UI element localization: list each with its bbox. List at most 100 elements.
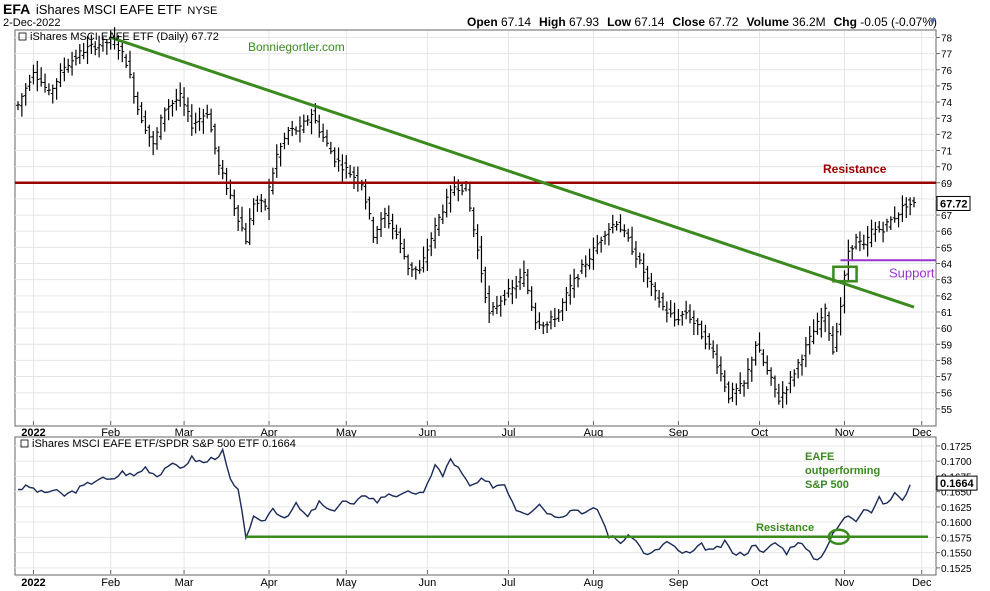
price-bar: [444, 188, 449, 218]
x-tick-label: Oct: [751, 427, 768, 439]
price-bar: [73, 49, 78, 66]
price-bar: [185, 97, 190, 123]
price-bar: [587, 248, 592, 270]
watermark: Bonniegortler.com: [248, 40, 345, 54]
price-bar: [66, 58, 71, 73]
price-bar: [340, 154, 345, 182]
last-value-box: [936, 475, 978, 491]
ratio-y-axis: 0.1525 0.1550 0.1575 0.1600 0.1625 0.16500.16…: [936, 442, 972, 575]
price-bar: [151, 131, 156, 156]
price-bar: [564, 286, 569, 311]
price-bar: [379, 212, 384, 237]
price-bar: [452, 176, 457, 196]
price-annotations: Resistance Support 67.72: [15, 36, 971, 309]
price-legend-icon: [18, 32, 27, 41]
price-bar: [502, 289, 507, 306]
outperform-label: outperforming: [805, 465, 880, 477]
x-tick-label: Aug: [584, 427, 604, 439]
price-bar: [178, 82, 183, 107]
price-bar: [390, 213, 395, 240]
price-bar: [521, 260, 526, 287]
ohlc-value: 67.14: [501, 15, 532, 29]
price-bar: [429, 232, 434, 257]
ratio-panel: [14, 436, 937, 576]
price-bar: [552, 307, 557, 328]
price-bar: [494, 295, 499, 315]
price-bar: [413, 266, 418, 280]
price-x-axis: 2022 Feb Mar Apr May Jun Jul Aug Sep Oct Nov Dec: [21, 421, 932, 439]
ohlc-value: -0.05 (-0.07%): [860, 15, 937, 29]
y-tick-label: 57: [941, 373, 953, 384]
price-bar: [672, 302, 677, 327]
chart-date: 2-Dec-2022: [3, 17, 61, 29]
price-bar: [201, 109, 206, 134]
price-bar: [147, 124, 152, 147]
breakout-box: [832, 265, 858, 283]
price-bar: [695, 318, 700, 336]
price-bar: [406, 254, 411, 276]
price-bar: [220, 159, 225, 180]
price-bar: [888, 216, 893, 231]
price-bar: [676, 308, 681, 326]
price-bar: [104, 39, 109, 55]
price-bar: [81, 42, 86, 60]
price-bar: [645, 265, 650, 288]
y-tick-label: 73: [941, 114, 953, 125]
price-bar: [800, 354, 804, 376]
y-tick-label: 0.1525: [941, 564, 972, 575]
x-tick-label: May: [336, 427, 357, 439]
ohlc-chg: Chg -0.05 (-0.07%): [834, 15, 937, 29]
ohlc-label: Open: [466, 15, 501, 29]
y-tick-label: 66: [941, 227, 953, 238]
price-bar: [664, 301, 669, 323]
price-bar: [344, 155, 349, 179]
price-bar: [684, 300, 689, 320]
price-bar: [367, 196, 372, 220]
price-bar: [363, 179, 368, 210]
price-bar: [282, 132, 287, 150]
price-bar: [769, 367, 774, 386]
price-bar: [788, 371, 793, 394]
support-label: Support: [889, 265, 935, 280]
price-bar: [166, 99, 171, 121]
price-bar: [881, 221, 886, 243]
price-bar: [402, 238, 407, 260]
price-bar: [97, 35, 102, 58]
caret-down-icon[interactable]: ▼: [928, 16, 938, 27]
ratio-legend-icon: [20, 439, 29, 448]
y-tick-label: 67: [941, 211, 953, 222]
price-bar: [718, 356, 723, 382]
price-bar: [440, 204, 445, 225]
security-name: iShares MSCI EAFE ETF: [35, 2, 182, 17]
ratio-legend: iShares MSCI EAFE ETF/SPDR S&P 500 ETF 0…: [32, 438, 296, 450]
price-bar: [691, 310, 696, 336]
price-bar: [660, 292, 665, 311]
y-tick-label: 77: [941, 50, 953, 61]
price-bar: [131, 72, 136, 104]
price-bar: [576, 274, 580, 288]
price-bar: [838, 297, 843, 336]
price-bar: [784, 386, 789, 405]
price-bars: [16, 27, 916, 409]
price-bar: [637, 252, 642, 265]
y-tick-label: 71: [941, 146, 953, 157]
price-bar: [815, 312, 820, 335]
price-bar: [715, 344, 720, 375]
price-bar: [174, 88, 179, 111]
price-bar: [77, 44, 82, 65]
x-tick-label: Aug: [584, 577, 604, 589]
price-bar: [255, 195, 260, 212]
price-bar: [548, 310, 553, 330]
price-bar: [668, 300, 673, 318]
price-bar: [294, 126, 299, 135]
price-bar: [139, 102, 144, 124]
price-bar: [58, 63, 63, 88]
price-bar: [189, 104, 194, 136]
price-bar: [460, 182, 465, 196]
price-bar: [572, 268, 577, 298]
price-bar: [595, 234, 600, 255]
price-bar: [54, 78, 59, 100]
price-bar: [70, 51, 75, 76]
last-value-label: 0.1664: [940, 478, 975, 490]
